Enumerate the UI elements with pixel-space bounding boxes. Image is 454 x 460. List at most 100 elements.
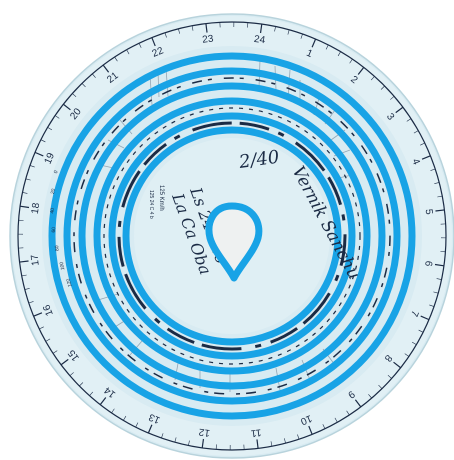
- hour-tick: [174, 437, 177, 443]
- hour-tick: [413, 130, 419, 134]
- hour-tick: [69, 372, 74, 376]
- hour-tick: [21, 274, 27, 277]
- hour-tick: [45, 338, 51, 342]
- hour-label: 19: [43, 151, 58, 166]
- hour-tick: [284, 438, 286, 444]
- hour-tick: [308, 425, 313, 435]
- activity-rings: [73, 77, 391, 395]
- hour-tick: [201, 438, 205, 449]
- blue-rings: [48, 52, 416, 420]
- hour-tick: [123, 415, 127, 421]
- hour-tick: [390, 96, 395, 100]
- printed-brand: 125 Km/h: [158, 185, 164, 211]
- hour-tick: [54, 115, 60, 119]
- hour-tick: [393, 361, 402, 369]
- hour-tick: [420, 315, 430, 321]
- hour-tick: [437, 195, 443, 198]
- hour-tick: [81, 83, 86, 88]
- hour-tick: [300, 33, 303, 39]
- speed-label: 120: [65, 278, 73, 288]
- hour-tick: [259, 23, 263, 34]
- hour-tick: [114, 56, 118, 62]
- speed-label: 20: [50, 188, 57, 195]
- hour-tick: [311, 38, 317, 48]
- speed-label: 100: [59, 261, 66, 270]
- hour-tick: [256, 439, 259, 449]
- hour-tick: [126, 49, 130, 55]
- printed-code: 125 24 C 4 b: [148, 190, 154, 219]
- hour-tick: [325, 44, 329, 50]
- hour-tick: [434, 182, 440, 184]
- hour-tick: [19, 260, 29, 263]
- hour-tick: [433, 291, 439, 294]
- hour-tick: [89, 391, 94, 396]
- hour-label: 18: [30, 202, 43, 215]
- hour-tick: [191, 25, 194, 31]
- center-hole: [205, 202, 263, 282]
- hour-tick: [25, 178, 31, 181]
- hour-label: 4: [409, 157, 421, 167]
- speed-label: 80: [54, 245, 60, 251]
- hour-tick: [62, 103, 71, 111]
- hour-tick: [52, 350, 58, 354]
- hour-tick: [24, 288, 30, 290]
- hour-tick: [111, 408, 115, 414]
- hour-tick: [346, 410, 350, 416]
- hour-label: 8: [382, 352, 394, 364]
- hour-tick: [22, 192, 28, 194]
- hour-label: 3: [384, 111, 396, 122]
- hour-tick: [92, 73, 96, 78]
- hour-tick: [164, 32, 167, 38]
- hour-label: 22: [151, 45, 166, 60]
- hour-tick: [147, 424, 153, 434]
- hour-tick: [322, 424, 326, 429]
- hour-tick: [79, 382, 84, 387]
- hour-tick: [178, 28, 180, 34]
- hour-label: 12: [198, 426, 211, 439]
- hour-tick: [138, 43, 142, 48]
- hour-tick: [161, 433, 164, 439]
- hour-tick: [435, 209, 445, 212]
- hour-tick: [418, 329, 424, 333]
- hour-tick: [40, 139, 46, 143]
- hour-tick: [429, 304, 435, 307]
- hour-ticks: [18, 22, 446, 450]
- hour-tick: [19, 205, 30, 209]
- hour-tick: [354, 399, 362, 408]
- hour-tick: [430, 168, 436, 171]
- hour-ring: [17, 21, 447, 451]
- hour-tick: [404, 353, 410, 357]
- hour-label: 17: [29, 253, 41, 266]
- hour-tick: [60, 358, 69, 366]
- hour-tick: [380, 85, 385, 90]
- hour-tick: [420, 142, 425, 146]
- hour-tick: [395, 106, 404, 114]
- hour-label: 9: [345, 388, 356, 400]
- hour-tick: [357, 66, 365, 75]
- hour-tick: [99, 397, 107, 406]
- hour-tick: [102, 64, 110, 73]
- hour-tick: [387, 374, 392, 379]
- hour-tick: [47, 127, 53, 131]
- hour-label: 2: [348, 74, 360, 86]
- hour-tick: [378, 384, 383, 389]
- hour-tick: [39, 326, 44, 330]
- hour-tick: [368, 394, 372, 399]
- hour-tick: [334, 417, 338, 423]
- speed-label: 40: [49, 207, 56, 214]
- hour-label: 16: [41, 302, 56, 317]
- hour-tick: [436, 278, 442, 280]
- hour-label: 5: [423, 208, 435, 215]
- hour-tick: [34, 151, 44, 157]
- hour-tick: [349, 58, 353, 64]
- hour-tick: [337, 51, 341, 57]
- disc-outer-band: [12, 16, 452, 456]
- hour-label: 24: [253, 34, 266, 47]
- hour-tick: [29, 165, 35, 168]
- hour-tick: [297, 434, 300, 440]
- speed-label: 60: [51, 227, 57, 233]
- hour-tick: [406, 118, 412, 122]
- hour-tick: [270, 441, 273, 447]
- hour-tick: [370, 76, 375, 81]
